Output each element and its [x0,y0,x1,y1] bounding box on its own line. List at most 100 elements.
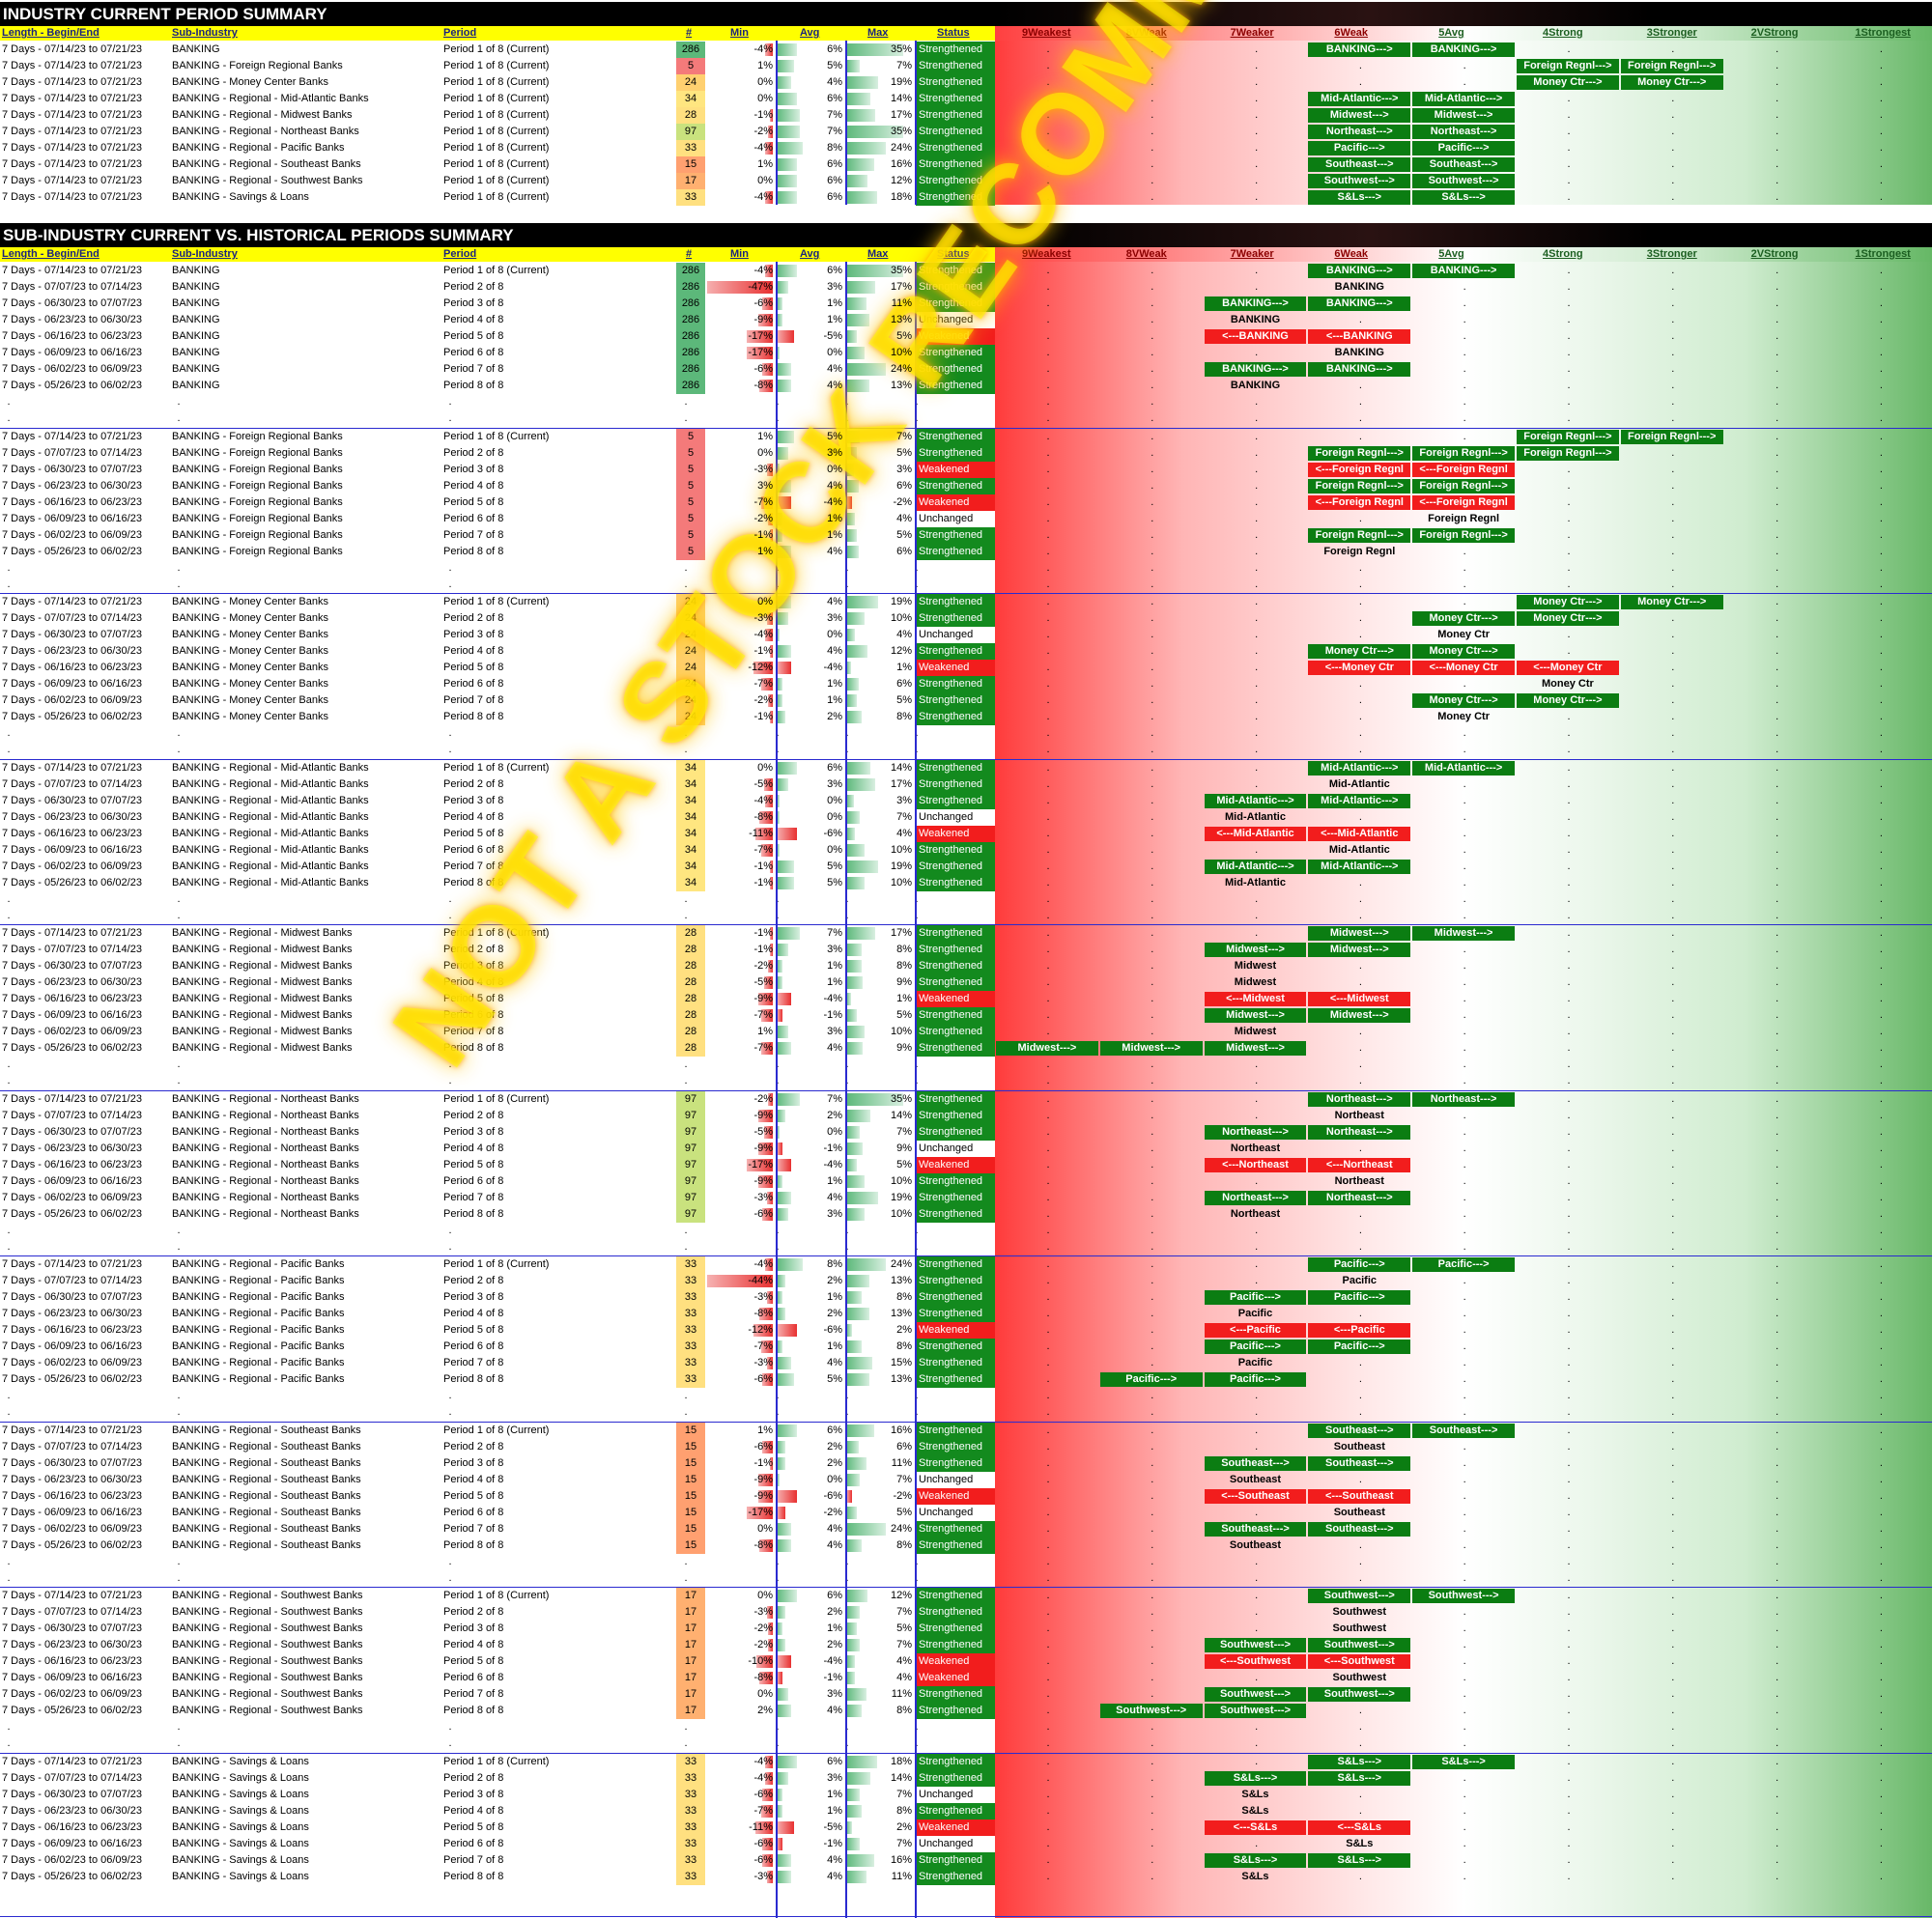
zone-dot: . [1151,446,1154,459]
min-value: -9% [753,993,773,1005]
zone-dot: . [1463,578,1466,590]
avg-cell: 2% [777,709,844,725]
status-cell: Strengthened [916,42,995,58]
sub-industry-cell: BANKING - Regional - Southwest Banks [172,1606,363,1619]
length-cell: 7 Days - 06/16/23 to 06/23/23 [2,1489,142,1502]
blank-row: ................ [0,410,1932,427]
sub-industry-cell: BANKING - Regional - Midwest Banks [172,960,353,973]
avg-cell: 4% [777,1703,844,1719]
period-cell: Period 1 of 8 (Current) [443,126,550,138]
max-value: 13% [890,1373,912,1386]
min-cell: 0% [707,74,775,91]
zone-dot: . [1567,1009,1571,1022]
blank-dot: . [684,1737,688,1750]
status-cell: Strengthened [916,543,995,560]
zone-tag: S&Ls [1346,1837,1374,1849]
max-value: 9% [896,1042,912,1055]
zone-dot: . [1567,1820,1571,1833]
blank-dot: . [915,561,919,574]
zone-dot: . [1671,1870,1675,1882]
zone-dot: . [1151,1406,1154,1419]
zone-dot: . [1255,843,1259,856]
zone-tag: Foreign Regnl---> [1620,429,1723,444]
zone-dot: . [1046,1026,1050,1038]
zone-tag: Money Ctr---> [1517,693,1619,709]
min-bar [746,1506,773,1519]
min-bar [757,314,773,327]
zone-dot: . [1776,1655,1779,1668]
blank-row: ................ [0,1223,1932,1239]
zone-tag: Southwest---> [1099,1704,1203,1719]
zone-dot: . [1358,976,1362,989]
avg-value: 3% [827,777,842,790]
zone-dot: . [1671,191,1675,204]
max-value: 5% [896,446,912,459]
max-value: 18% [890,1755,912,1767]
blank-dot: . [845,396,849,409]
zone-dot: . [1046,495,1050,508]
sub-industry-cell: BANKING - Regional - Northeast Banks [172,126,359,138]
blank-dot: . [684,578,688,590]
zone-dot: . [1151,1075,1154,1087]
avg-cell: 8% [777,140,844,156]
zone-dot: . [1151,93,1154,105]
max-bar [846,1639,861,1652]
zone-dot: . [1046,1688,1050,1701]
zone-dot: . [1463,744,1466,756]
min-value: -7% [753,495,773,508]
max-cell: 4% [846,826,914,842]
avg-bar [777,876,794,889]
length-cell: 7 Days - 06/09/23 to 06/16/23 [2,1009,142,1022]
max-cell: 8% [846,942,914,958]
header-zone-6Weak: 6Weak [1334,27,1369,39]
zone-dot: . [1151,843,1154,856]
status-cell: Weakened [916,494,995,511]
status-cell: Strengthened [916,156,995,174]
zone-dot: . [1255,761,1259,774]
avg-value: 6% [827,43,842,55]
zone-dot: . [1046,158,1050,171]
zone-dot: . [1879,960,1883,973]
min-cell: 0% [707,1686,775,1703]
zone-dot: . [1151,596,1154,607]
avg-value: 0% [827,794,842,806]
min-cell: -2% [707,1621,775,1637]
zone-dot: . [1879,1804,1883,1817]
zone-dot: . [1046,1555,1050,1567]
blank-row: ................ [0,1719,1932,1735]
max-cell: 9% [846,974,914,991]
avg-cell: 2% [777,1306,844,1322]
zone-dot: . [1463,380,1466,392]
min-cell: -3% [707,462,775,478]
zone-dot: . [1046,711,1050,723]
zone-dot: . [1776,43,1779,55]
min-cell: -8% [707,1670,775,1686]
zone-dot: . [1151,297,1154,310]
avg-bar [777,694,782,708]
blank-dot: . [7,892,11,905]
zone-dot: . [1567,1473,1571,1485]
period-cell: Period 3 of 8 [443,297,504,310]
min-value: -6% [753,1207,773,1220]
zone-tag: BANKING---> [1204,296,1307,312]
zone-dot: . [1671,363,1675,376]
avg-value: 2% [827,1275,842,1287]
min-cell: -1% [707,709,775,725]
zone-dot: . [1046,1125,1050,1138]
max-bar [846,1026,865,1039]
status-cell: Strengthened [916,1355,995,1372]
zone-dot: . [1463,843,1466,856]
zone-dot: . [1463,430,1466,442]
zone-dot: . [1358,960,1362,973]
zone-dot: . [1776,662,1779,674]
avg-cell: 7% [777,107,844,124]
period-cell: Period 4 of 8 [443,810,504,823]
zone-dot: . [1879,412,1883,425]
zone-dot: . [1046,479,1050,492]
header-zone-4Strong: 4Strong [1543,27,1583,39]
zone-dot: . [1151,1506,1154,1518]
status-cell: Unchanged [916,1140,995,1157]
status-cell: Strengthened [916,1172,995,1190]
zone-dot: . [1776,578,1779,590]
